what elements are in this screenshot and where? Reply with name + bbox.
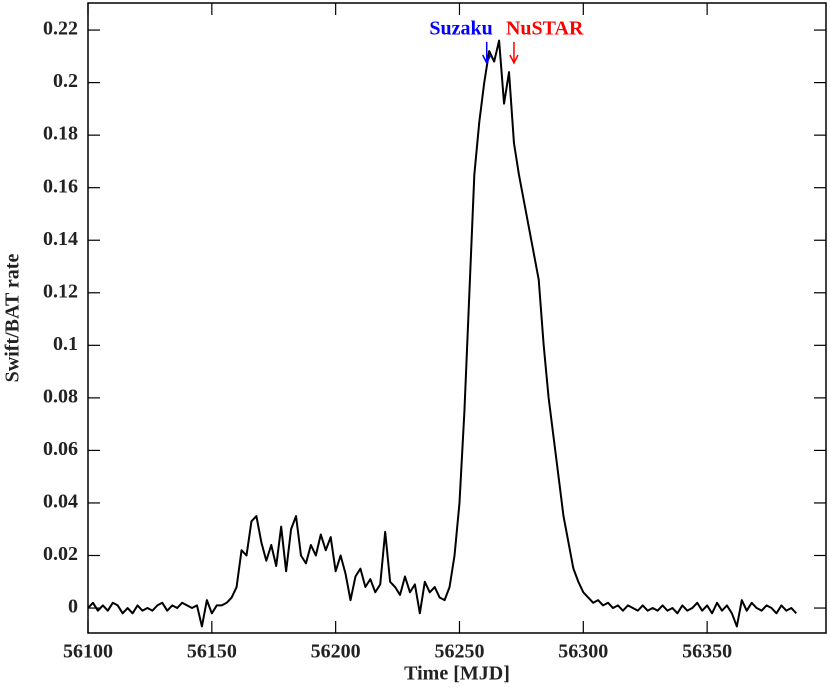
y-tick-label: 0.12 (43, 280, 78, 302)
y-tick-label: 0.18 (43, 123, 78, 145)
x-axis-label: Time [MJD] (404, 663, 510, 685)
y-tick-label: 0.14 (43, 228, 78, 250)
y-tick-label: 0.04 (43, 491, 78, 513)
data-line (87, 39, 798, 628)
y-tick-label: 0.08 (43, 385, 78, 407)
y-tick-label: 0.22 (43, 18, 78, 40)
y-tick-label: 0.06 (43, 438, 78, 460)
plot-frame (87, 2, 827, 634)
annotation-arrowhead (482, 54, 492, 65)
x-tick-label: 56100 (63, 641, 113, 663)
y-tick-label: 0.2 (53, 70, 78, 92)
annotation-label: Suzaku (429, 18, 492, 40)
annotation-arrowhead (509, 54, 519, 65)
x-tick-label: 56200 (311, 641, 361, 663)
annotation-label: NuSTAR (506, 18, 584, 40)
x-tick-label: 56300 (558, 641, 608, 663)
y-tick-label: 0.16 (43, 175, 78, 197)
y-tick-label: 0.1 (53, 333, 78, 355)
y-tick-label: 0 (68, 596, 78, 618)
y-axis-label: Swift/BAT rate (2, 254, 24, 383)
y-tick-label: 0.02 (43, 543, 78, 565)
x-tick-label: 56150 (187, 641, 237, 663)
x-tick-label: 56250 (434, 641, 484, 663)
x-tick-label: 56350 (682, 641, 732, 663)
